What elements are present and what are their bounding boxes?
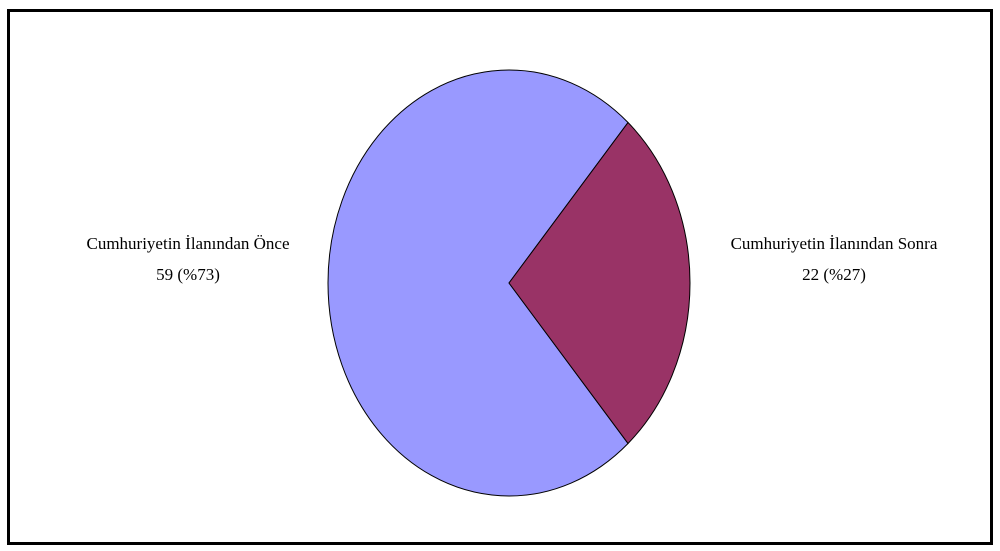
pie-slice-before (327, 69, 629, 497)
slice-label-after-name: Cumhuriyetin İlanından Sonra (731, 234, 938, 253)
slice-label-after-value: 22 (%27) (802, 265, 866, 284)
slice-label-before-name: Cumhuriyetin İlanından Önce (86, 234, 289, 253)
slice-label-before-value: 59 (%73) (156, 265, 220, 284)
pie-slices (327, 69, 691, 497)
pie-slice-after (508, 121, 691, 445)
